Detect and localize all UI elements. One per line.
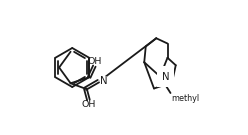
Text: N: N <box>100 76 107 86</box>
Text: N: N <box>162 72 169 82</box>
Text: OH: OH <box>81 100 96 109</box>
Text: OH: OH <box>87 57 102 66</box>
Text: methyl: methyl <box>171 94 200 103</box>
